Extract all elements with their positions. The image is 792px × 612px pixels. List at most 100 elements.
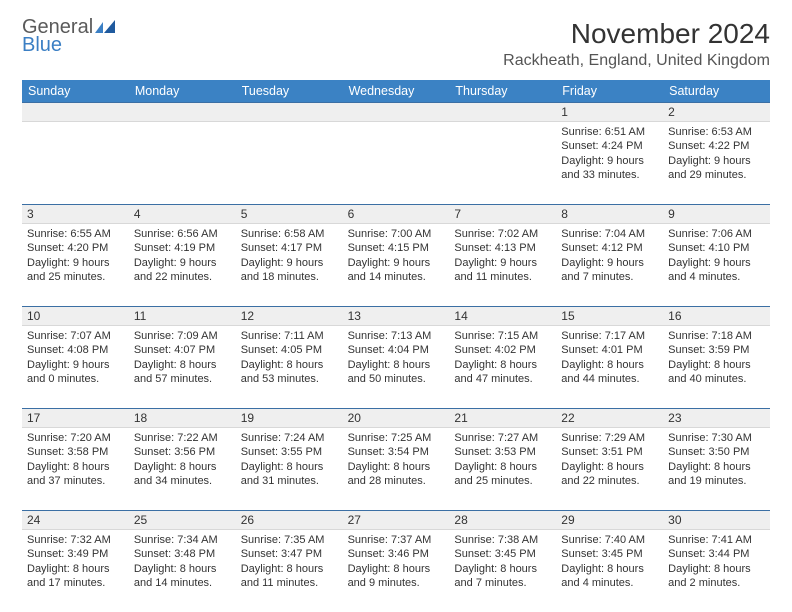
day-cell: Sunrise: 7:07 AMSunset: 4:08 PMDaylight:… bbox=[22, 326, 129, 408]
daylight-line-1: Daylight: 9 hours bbox=[241, 256, 338, 270]
sunset-line: Sunset: 3:45 PM bbox=[561, 547, 658, 561]
daylight-line-2: and 22 minutes. bbox=[134, 270, 231, 284]
day-cell: Sunrise: 7:22 AMSunset: 3:56 PMDaylight:… bbox=[129, 428, 236, 510]
day-number bbox=[236, 103, 343, 122]
sunset-line: Sunset: 3:46 PM bbox=[348, 547, 445, 561]
daylight-line-2: and 4 minutes. bbox=[561, 576, 658, 590]
sunset-line: Sunset: 4:13 PM bbox=[454, 241, 551, 255]
daylight-line-1: Daylight: 8 hours bbox=[348, 460, 445, 474]
day-cell: Sunrise: 7:35 AMSunset: 3:47 PMDaylight:… bbox=[236, 530, 343, 612]
day-number: 24 bbox=[22, 511, 129, 530]
day-header-sunday: Sunday bbox=[22, 80, 129, 102]
day-number: 10 bbox=[22, 307, 129, 326]
sunrise-line: Sunrise: 7:41 AM bbox=[668, 533, 765, 547]
daylight-line-1: Daylight: 8 hours bbox=[348, 562, 445, 576]
day-number: 21 bbox=[449, 409, 556, 428]
sunrise-line: Sunrise: 7:27 AM bbox=[454, 431, 551, 445]
sunrise-line: Sunrise: 7:06 AM bbox=[668, 227, 765, 241]
sunset-line: Sunset: 4:12 PM bbox=[561, 241, 658, 255]
daylight-line-2: and 19 minutes. bbox=[668, 474, 765, 488]
daylight-line-1: Daylight: 8 hours bbox=[134, 358, 231, 372]
day-number: 26 bbox=[236, 511, 343, 530]
sunrise-line: Sunrise: 7:37 AM bbox=[348, 533, 445, 547]
day-cell: Sunrise: 7:24 AMSunset: 3:55 PMDaylight:… bbox=[236, 428, 343, 510]
sunrise-line: Sunrise: 7:24 AM bbox=[241, 431, 338, 445]
sunrise-line: Sunrise: 6:56 AM bbox=[134, 227, 231, 241]
daylight-line-2: and 7 minutes. bbox=[454, 576, 551, 590]
daylight-line-2: and 28 minutes. bbox=[348, 474, 445, 488]
daylight-line-1: Daylight: 8 hours bbox=[241, 460, 338, 474]
sunrise-line: Sunrise: 7:22 AM bbox=[134, 431, 231, 445]
sunset-line: Sunset: 3:47 PM bbox=[241, 547, 338, 561]
day-number: 16 bbox=[663, 307, 770, 326]
daylight-line-2: and 29 minutes. bbox=[668, 168, 765, 182]
daylight-line-1: Daylight: 8 hours bbox=[668, 460, 765, 474]
sunrise-line: Sunrise: 7:11 AM bbox=[241, 329, 338, 343]
day-cell: Sunrise: 7:18 AMSunset: 3:59 PMDaylight:… bbox=[663, 326, 770, 408]
sunrise-line: Sunrise: 7:34 AM bbox=[134, 533, 231, 547]
day-number: 8 bbox=[556, 205, 663, 224]
sunset-line: Sunset: 3:58 PM bbox=[27, 445, 124, 459]
day-cell: Sunrise: 6:55 AMSunset: 4:20 PMDaylight:… bbox=[22, 224, 129, 306]
day-cell: Sunrise: 7:32 AMSunset: 3:49 PMDaylight:… bbox=[22, 530, 129, 612]
daylight-line-1: Daylight: 9 hours bbox=[561, 154, 658, 168]
day-number: 17 bbox=[22, 409, 129, 428]
daylight-line-2: and 33 minutes. bbox=[561, 168, 658, 182]
day-cell: Sunrise: 6:51 AMSunset: 4:24 PMDaylight:… bbox=[556, 122, 663, 204]
sunset-line: Sunset: 3:45 PM bbox=[454, 547, 551, 561]
sunset-line: Sunset: 3:55 PM bbox=[241, 445, 338, 459]
sunset-line: Sunset: 3:49 PM bbox=[27, 547, 124, 561]
daylight-line-2: and 7 minutes. bbox=[561, 270, 658, 284]
daylight-line-1: Daylight: 8 hours bbox=[454, 460, 551, 474]
day-number: 4 bbox=[129, 205, 236, 224]
day-number: 28 bbox=[449, 511, 556, 530]
day-cell: Sunrise: 7:27 AMSunset: 3:53 PMDaylight:… bbox=[449, 428, 556, 510]
daylight-line-2: and 11 minutes. bbox=[241, 576, 338, 590]
day-cell: Sunrise: 6:56 AMSunset: 4:19 PMDaylight:… bbox=[129, 224, 236, 306]
daylight-line-1: Daylight: 8 hours bbox=[241, 358, 338, 372]
day-cell: Sunrise: 7:25 AMSunset: 3:54 PMDaylight:… bbox=[343, 428, 450, 510]
day-number: 27 bbox=[343, 511, 450, 530]
sunset-line: Sunset: 3:48 PM bbox=[134, 547, 231, 561]
day-cell: Sunrise: 7:11 AMSunset: 4:05 PMDaylight:… bbox=[236, 326, 343, 408]
day-cell: Sunrise: 7:41 AMSunset: 3:44 PMDaylight:… bbox=[663, 530, 770, 612]
day-number: 6 bbox=[343, 205, 450, 224]
sunrise-line: Sunrise: 7:35 AM bbox=[241, 533, 338, 547]
daylight-line-2: and 9 minutes. bbox=[348, 576, 445, 590]
daylight-line-1: Daylight: 9 hours bbox=[134, 256, 231, 270]
sunset-line: Sunset: 4:05 PM bbox=[241, 343, 338, 357]
day-number: 5 bbox=[236, 205, 343, 224]
sunset-line: Sunset: 4:24 PM bbox=[561, 139, 658, 153]
day-number: 1 bbox=[556, 103, 663, 122]
day-number: 22 bbox=[556, 409, 663, 428]
day-number: 11 bbox=[129, 307, 236, 326]
day-cell: Sunrise: 7:29 AMSunset: 3:51 PMDaylight:… bbox=[556, 428, 663, 510]
day-header-tuesday: Tuesday bbox=[236, 80, 343, 102]
day-cell bbox=[129, 122, 236, 204]
sunrise-line: Sunrise: 7:13 AM bbox=[348, 329, 445, 343]
daylight-line-1: Daylight: 8 hours bbox=[27, 460, 124, 474]
day-cell: Sunrise: 7:04 AMSunset: 4:12 PMDaylight:… bbox=[556, 224, 663, 306]
day-cell: Sunrise: 6:58 AMSunset: 4:17 PMDaylight:… bbox=[236, 224, 343, 306]
sunrise-line: Sunrise: 6:58 AM bbox=[241, 227, 338, 241]
month-title: November 2024 bbox=[503, 18, 770, 50]
daylight-line-1: Daylight: 9 hours bbox=[27, 256, 124, 270]
sunset-line: Sunset: 4:02 PM bbox=[454, 343, 551, 357]
day-cell: Sunrise: 6:53 AMSunset: 4:22 PMDaylight:… bbox=[663, 122, 770, 204]
sunrise-line: Sunrise: 7:38 AM bbox=[454, 533, 551, 547]
header: General Blue November 2024 Rackheath, En… bbox=[22, 18, 770, 70]
sunrise-line: Sunrise: 7:17 AM bbox=[561, 329, 658, 343]
day-header-wednesday: Wednesday bbox=[343, 80, 450, 102]
sunset-line: Sunset: 4:07 PM bbox=[134, 343, 231, 357]
day-number: 25 bbox=[129, 511, 236, 530]
daylight-line-2: and 40 minutes. bbox=[668, 372, 765, 386]
daylight-line-2: and 2 minutes. bbox=[668, 576, 765, 590]
day-cell bbox=[449, 122, 556, 204]
daylight-line-1: Daylight: 9 hours bbox=[668, 256, 765, 270]
sunset-line: Sunset: 3:44 PM bbox=[668, 547, 765, 561]
day-cell: Sunrise: 7:17 AMSunset: 4:01 PMDaylight:… bbox=[556, 326, 663, 408]
sunset-line: Sunset: 4:04 PM bbox=[348, 343, 445, 357]
daylight-line-1: Daylight: 9 hours bbox=[668, 154, 765, 168]
day-number: 13 bbox=[343, 307, 450, 326]
day-number: 18 bbox=[129, 409, 236, 428]
